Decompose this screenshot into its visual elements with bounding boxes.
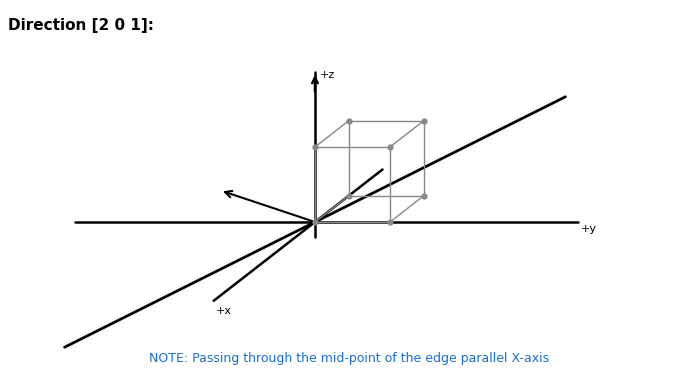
Text: +x: +x — [216, 306, 232, 316]
Text: +z: +z — [320, 70, 335, 80]
Text: Direction [2 0 1]:: Direction [2 0 1]: — [8, 18, 154, 33]
Text: NOTE: Passing through the mid-point of the edge parallel X-axis: NOTE: Passing through the mid-point of t… — [149, 352, 549, 365]
Text: +y: +y — [581, 224, 597, 234]
